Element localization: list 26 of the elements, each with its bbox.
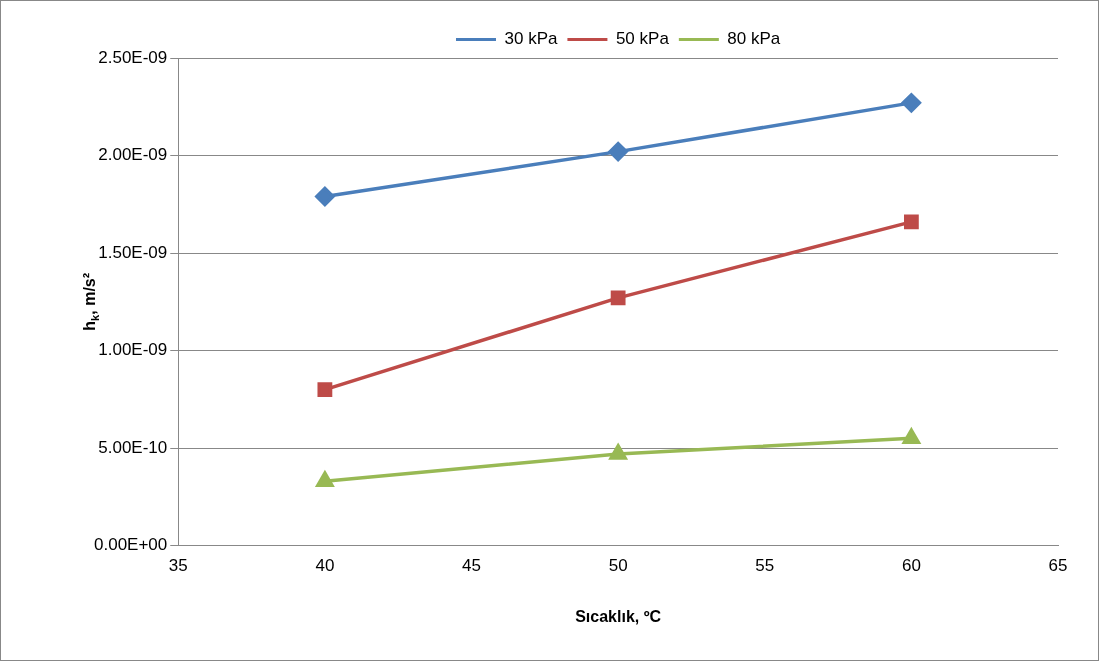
legend-label: 30 kPa — [504, 29, 558, 49]
y-axis-title: hk, m/s² — [81, 272, 101, 331]
legend-label: 80 kPa — [727, 29, 781, 49]
x-tick-label: 60 — [901, 556, 921, 576]
point — [608, 141, 628, 162]
point — [316, 471, 334, 487]
point — [610, 290, 626, 306]
y-tick-label: 1.00E-09 — [98, 340, 168, 360]
point — [903, 214, 919, 230]
y-tick-label: 5.00E-10 — [98, 437, 168, 457]
x-tick-label: 55 — [755, 556, 775, 576]
point — [609, 444, 627, 460]
x-tick-label: 45 — [462, 556, 481, 576]
x-axis-title: Sıcaklık, ºC — [575, 608, 662, 626]
x-tick-label: 65 — [1048, 556, 1068, 576]
point — [315, 186, 335, 207]
legend-label: 50 kPa — [615, 29, 670, 49]
y-tick-label: 2.50E-09 — [98, 47, 168, 67]
x-tick-label: 35 — [168, 556, 188, 576]
y-tick-label: 0.00E+00 — [94, 535, 168, 555]
y-tick-label: 2.00E-09 — [98, 145, 168, 165]
x-tick-label: 50 — [608, 556, 628, 576]
x-tick-label: 40 — [315, 556, 335, 576]
y-tick-label: 1.50E-09 — [98, 242, 168, 262]
point — [317, 382, 333, 397]
point — [901, 93, 922, 113]
